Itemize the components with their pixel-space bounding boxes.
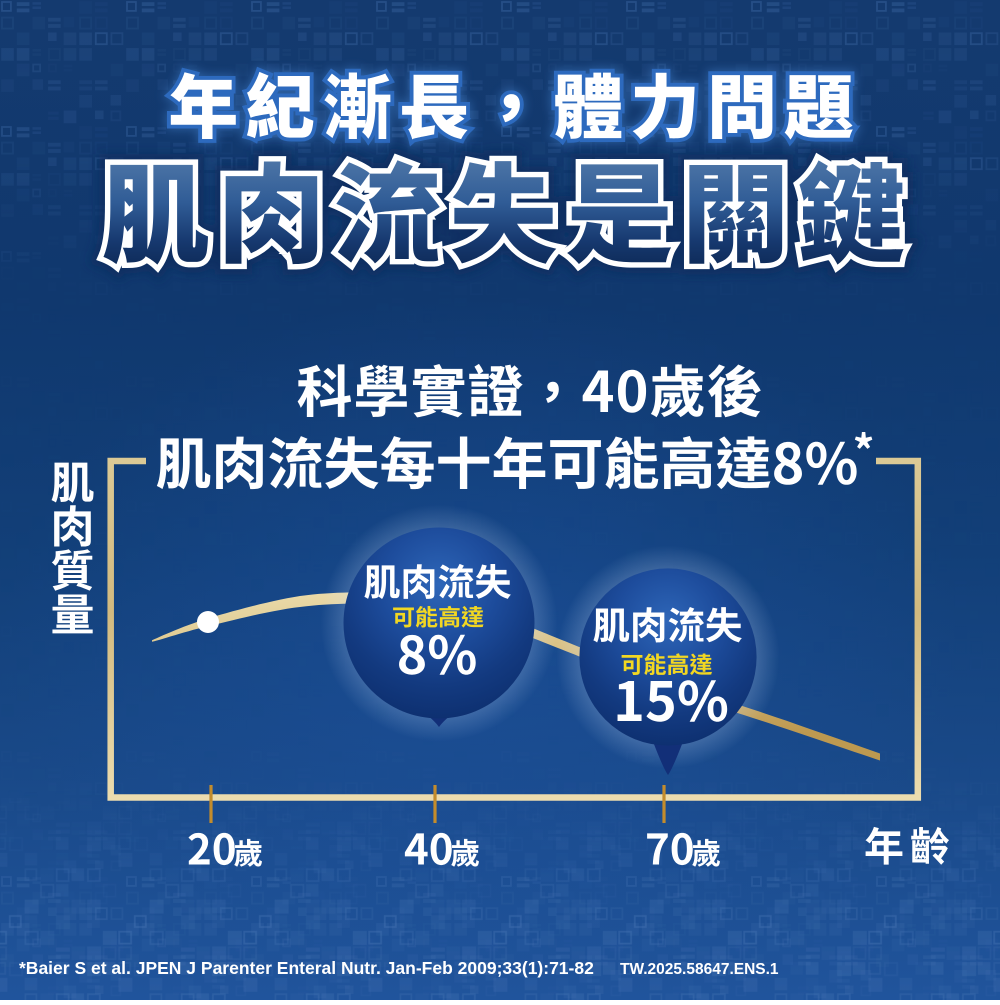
svg-text:*Baier S et al. JPEN J Parente: *Baier S et al. JPEN J Parenter Enteral … (19, 958, 594, 978)
svg-text:TW.2025.58647.ENS.1: TW.2025.58647.ENS.1 (620, 961, 779, 978)
